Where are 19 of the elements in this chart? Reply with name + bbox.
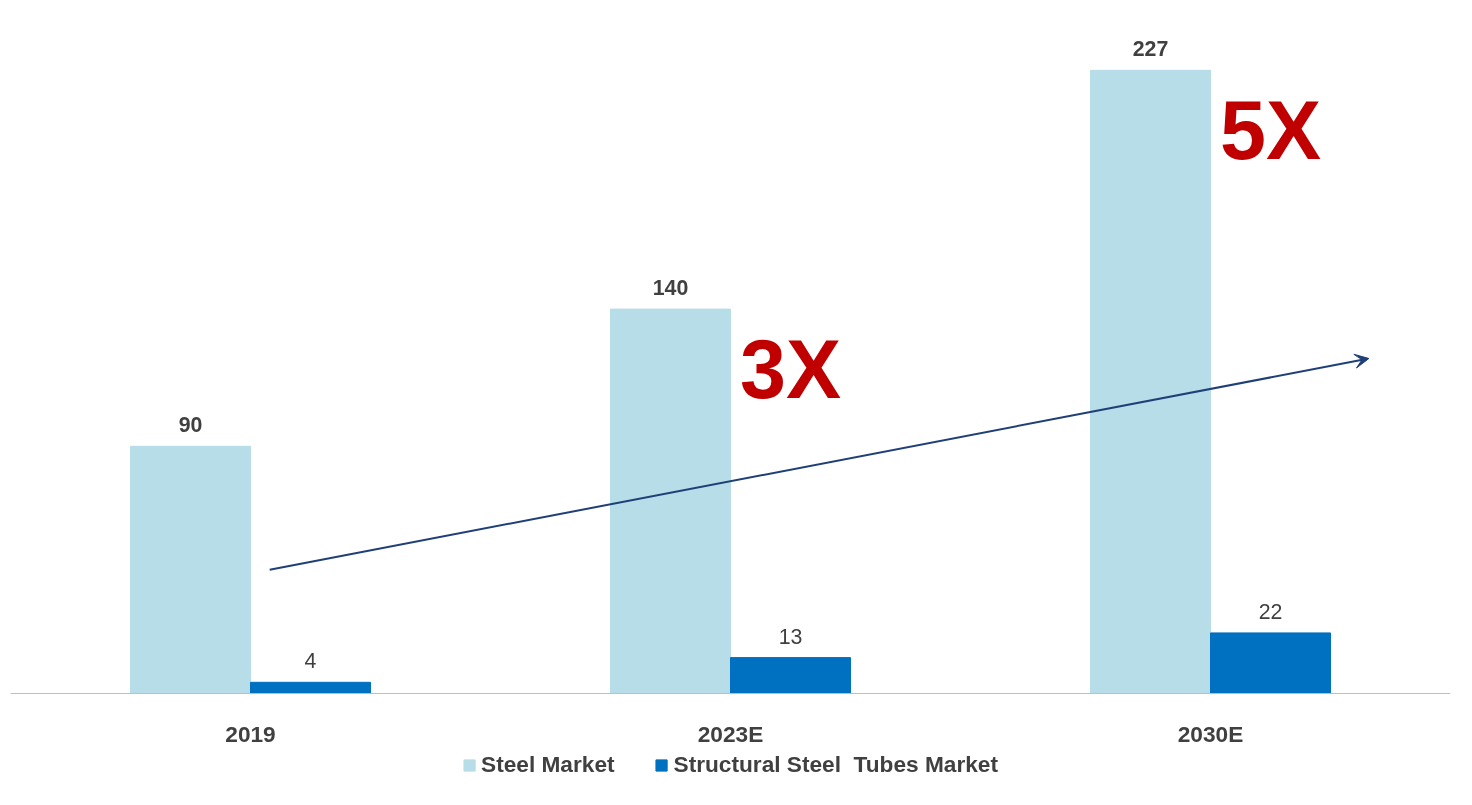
data-label: 13 xyxy=(778,624,803,649)
annotation: 3X xyxy=(740,322,842,416)
bar xyxy=(1090,69,1211,694)
bar xyxy=(730,657,851,694)
x-tick-label: 2030E xyxy=(1177,721,1244,748)
data-label: 22 xyxy=(1258,599,1283,624)
data-label: 90 xyxy=(178,413,203,438)
bar xyxy=(250,681,371,694)
legend-label: Structural Steel Tubes Market xyxy=(673,751,998,778)
bar xyxy=(130,445,251,694)
bar xyxy=(1210,632,1331,694)
bar xyxy=(610,308,731,694)
x-tick-label: 2023E xyxy=(697,721,764,748)
data-label: 140 xyxy=(652,276,689,301)
annotation: 5X xyxy=(1220,84,1322,178)
legend-label: Steel Market xyxy=(481,751,615,778)
x-tick-label: 2019 xyxy=(225,721,276,748)
data-label: 4 xyxy=(304,649,317,674)
data-label: 227 xyxy=(1132,37,1169,62)
